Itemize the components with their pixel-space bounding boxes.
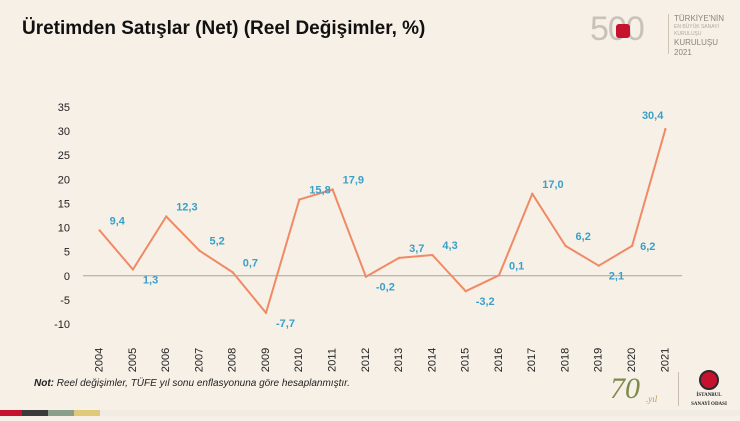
data-point bbox=[664, 127, 667, 131]
y-tick-label: -5 bbox=[60, 295, 70, 307]
x-tick-label: 2019 bbox=[593, 348, 605, 372]
data-label: 2,1 bbox=[609, 271, 624, 283]
70-yil-logo: 70 .yıl bbox=[610, 372, 670, 406]
logo-500-line1: TÜRKİYE'NİN bbox=[674, 14, 724, 23]
iso-badge-icon bbox=[616, 24, 630, 38]
istanbul-sanayi-odasi-logo: İSTANBUL SANAYİ ODASI bbox=[684, 370, 734, 410]
data-point bbox=[531, 192, 534, 195]
data-point bbox=[564, 244, 567, 248]
x-tick-label: 2015 bbox=[460, 348, 472, 372]
data-label: 17,0 bbox=[542, 179, 563, 191]
data-label: 9,4 bbox=[110, 215, 126, 227]
x-tick-label: 2013 bbox=[393, 348, 405, 372]
y-tick-label: -10 bbox=[54, 319, 70, 331]
data-point bbox=[98, 229, 101, 232]
data-point bbox=[298, 198, 301, 201]
x-tick-label: 2020 bbox=[626, 348, 638, 372]
y-tick-label: 30 bbox=[58, 126, 70, 138]
data-point bbox=[131, 268, 135, 271]
data-point bbox=[464, 290, 467, 293]
x-tick-label: 2006 bbox=[160, 348, 172, 372]
x-tick-label: 2011 bbox=[326, 348, 338, 372]
data-label: 30,4 bbox=[642, 110, 664, 122]
data-label: -0,2 bbox=[376, 282, 395, 294]
y-tick-label: 5 bbox=[64, 247, 70, 259]
stripe-segment bbox=[74, 410, 100, 416]
series-line bbox=[98, 128, 667, 314]
data-point bbox=[497, 274, 501, 277]
x-tick-label: 2016 bbox=[493, 348, 505, 372]
data-label: -3,2 bbox=[476, 296, 495, 308]
x-tick-label: 2010 bbox=[293, 348, 305, 372]
logo-500-line4: 2021 bbox=[674, 48, 692, 57]
data-label: 3,7 bbox=[409, 243, 424, 255]
y-tick-label: 15 bbox=[58, 198, 70, 210]
data-point bbox=[264, 311, 268, 315]
stripe-segment bbox=[48, 410, 74, 416]
logo-500-text: TÜRKİYE'NİN EN BÜYÜK SANAYİ KURULUŞU KUR… bbox=[674, 14, 730, 58]
data-point bbox=[231, 271, 234, 274]
x-tick-label: 2007 bbox=[193, 348, 205, 372]
stripe-segment bbox=[126, 410, 740, 416]
logo-70-number: 70 bbox=[610, 372, 640, 405]
y-tick-label: 0 bbox=[64, 271, 70, 283]
data-label: 17,9 bbox=[343, 174, 364, 186]
logo-divider bbox=[668, 14, 669, 54]
page-title: Üretimden Satışlar (Net) (Reel Değişimle… bbox=[22, 18, 426, 39]
data-point bbox=[597, 264, 601, 267]
data-label: 6,2 bbox=[576, 231, 591, 243]
data-point bbox=[331, 188, 334, 191]
data-label: 15,8 bbox=[309, 185, 330, 197]
x-tick-label: 2005 bbox=[127, 348, 139, 372]
logo-70-suffix: .yıl bbox=[646, 394, 658, 404]
data-label: 4,3 bbox=[442, 240, 457, 252]
logo-500-line2: EN BÜYÜK SANAYİ KURULUŞU bbox=[674, 24, 719, 37]
stripe-segment bbox=[0, 410, 22, 416]
footnote: Not: Reel değişimler, TÜFE yıl sonu enfl… bbox=[34, 378, 350, 389]
x-tick-label: 2004 bbox=[94, 348, 106, 372]
y-tick-label: 20 bbox=[58, 174, 70, 186]
iso-name-line1: İSTANBUL bbox=[696, 393, 722, 398]
gear-icon bbox=[699, 370, 719, 390]
data-label: 0,7 bbox=[243, 257, 258, 269]
data-point bbox=[364, 275, 368, 278]
data-label: 6,2 bbox=[640, 241, 655, 253]
stripe-segment bbox=[22, 410, 48, 416]
data-point bbox=[431, 253, 434, 257]
data-point bbox=[630, 244, 634, 248]
x-tick-label: 2021 bbox=[659, 348, 671, 372]
data-label: -7,7 bbox=[276, 318, 295, 330]
data-label: 12,3 bbox=[176, 201, 197, 213]
data-point bbox=[397, 256, 401, 260]
note-prefix: Not: bbox=[34, 378, 54, 389]
logo-500-line3: KURULUŞU bbox=[674, 38, 719, 47]
data-point bbox=[198, 249, 201, 252]
x-tick-label: 2012 bbox=[360, 348, 372, 372]
stripe-segment bbox=[100, 410, 126, 416]
x-tick-label: 2017 bbox=[526, 348, 538, 372]
footer-logo-divider bbox=[678, 372, 679, 406]
y-tick-label: 35 bbox=[58, 102, 70, 114]
iso-name-line2: SANAYİ ODASI bbox=[691, 402, 727, 407]
data-label: 5,2 bbox=[209, 236, 224, 248]
y-tick-label: 25 bbox=[58, 150, 70, 162]
data-label: 0,1 bbox=[509, 260, 524, 272]
x-tick-label: 2008 bbox=[227, 348, 239, 372]
note-text: Reel değişimler, TÜFE yıl sonu enflasyon… bbox=[54, 378, 350, 389]
data-label: 1,3 bbox=[143, 275, 158, 287]
data-point bbox=[164, 215, 168, 218]
x-tick-label: 2009 bbox=[260, 348, 272, 372]
y-tick-label: 10 bbox=[58, 223, 70, 235]
turkiye-500-logo: 500 TÜRKİYE'NİN EN BÜYÜK SANAYİ KURULUŞU… bbox=[590, 10, 730, 57]
x-tick-label: 2014 bbox=[426, 348, 438, 372]
x-tick-label: 2018 bbox=[559, 348, 571, 372]
